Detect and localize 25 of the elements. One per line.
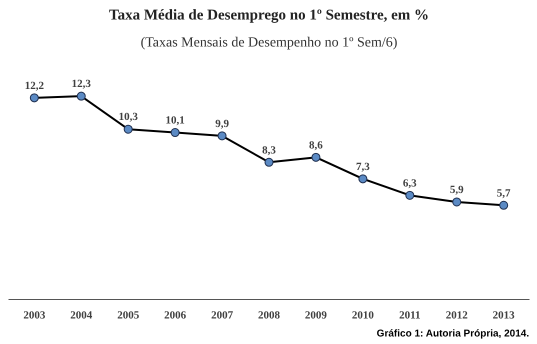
x-tick-label: 2011 <box>399 310 421 322</box>
x-tick-label: 2003 <box>23 310 46 322</box>
data-label: 12,2 <box>24 80 44 92</box>
data-label: 12,3 <box>72 78 92 90</box>
x-tick-label: 2008 <box>258 310 280 322</box>
text: Gráfico 1: Autoria Própria, 2014. <box>376 328 530 340</box>
x-tick-label: 2004 <box>70 310 93 322</box>
x-tick-label: 2010 <box>352 310 374 322</box>
chart-subtitle: (Taxas Mensais de Desempenho no 1º Sem/6) <box>140 36 398 50</box>
x-tick-label: 2012 <box>446 310 468 322</box>
x-tick-label: 2009 <box>304 310 328 322</box>
data-label: 7,3 <box>356 160 370 173</box>
x-tick-label: 2007 <box>211 310 234 322</box>
data-label: 10,1 <box>166 114 185 127</box>
data-label: 9,9 <box>215 118 230 130</box>
data-label: 6,3 <box>402 177 418 190</box>
data-label: 8,6 <box>309 139 324 152</box>
data-label: 5,7 <box>496 187 512 200</box>
data-label: 8,3 <box>262 144 276 156</box>
data-label: 5,9 <box>450 184 464 196</box>
x-tick-label: 2013 <box>492 310 516 322</box>
data-label: 10,3 <box>118 111 138 124</box>
chart-title: Taxa Média de Desemprego no 1º Semestre, em % <box>108 8 430 24</box>
x-tick-label: 2005 <box>117 310 140 322</box>
x-tick-label: 2006 <box>164 310 187 322</box>
